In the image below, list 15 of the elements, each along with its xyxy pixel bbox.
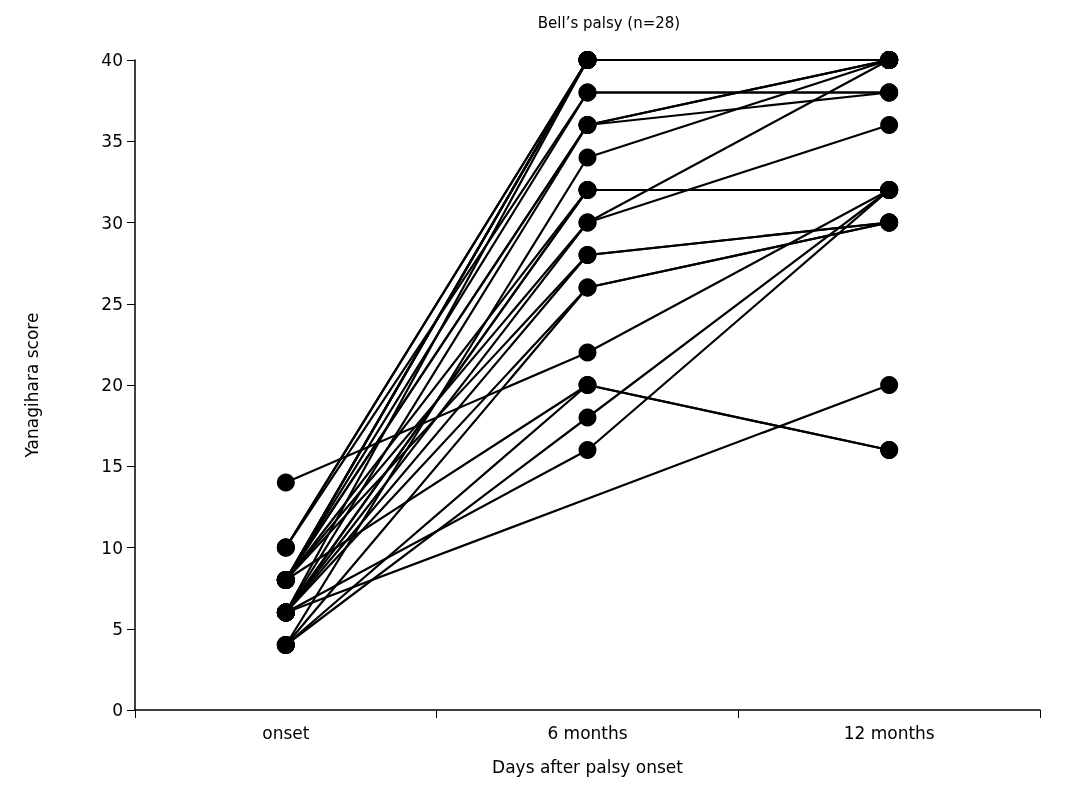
x-tick-label: 12 months bbox=[843, 722, 935, 743]
y-axis-title: Yanagihara score bbox=[21, 312, 42, 459]
y-tick-label: 40 bbox=[101, 50, 123, 70]
x-axis-title: Days after palsy onset bbox=[492, 756, 684, 777]
y-tick-label: 10 bbox=[101, 537, 123, 558]
chart-title: Bell’s palsy (n=28) bbox=[537, 13, 681, 32]
y-tick-label: 30 bbox=[101, 212, 123, 233]
y-tick-label: 0 bbox=[112, 700, 123, 720]
y-tick-label: 20 bbox=[101, 375, 123, 395]
y-tick-label: 35 bbox=[101, 131, 123, 152]
x-tick-label: 6 months bbox=[547, 722, 628, 743]
y-tick-label: 5 bbox=[112, 618, 123, 639]
y-tick-label: 25 bbox=[101, 293, 123, 314]
y-tick-label: 15 bbox=[101, 456, 123, 477]
x-tick-label: onset bbox=[262, 722, 310, 743]
